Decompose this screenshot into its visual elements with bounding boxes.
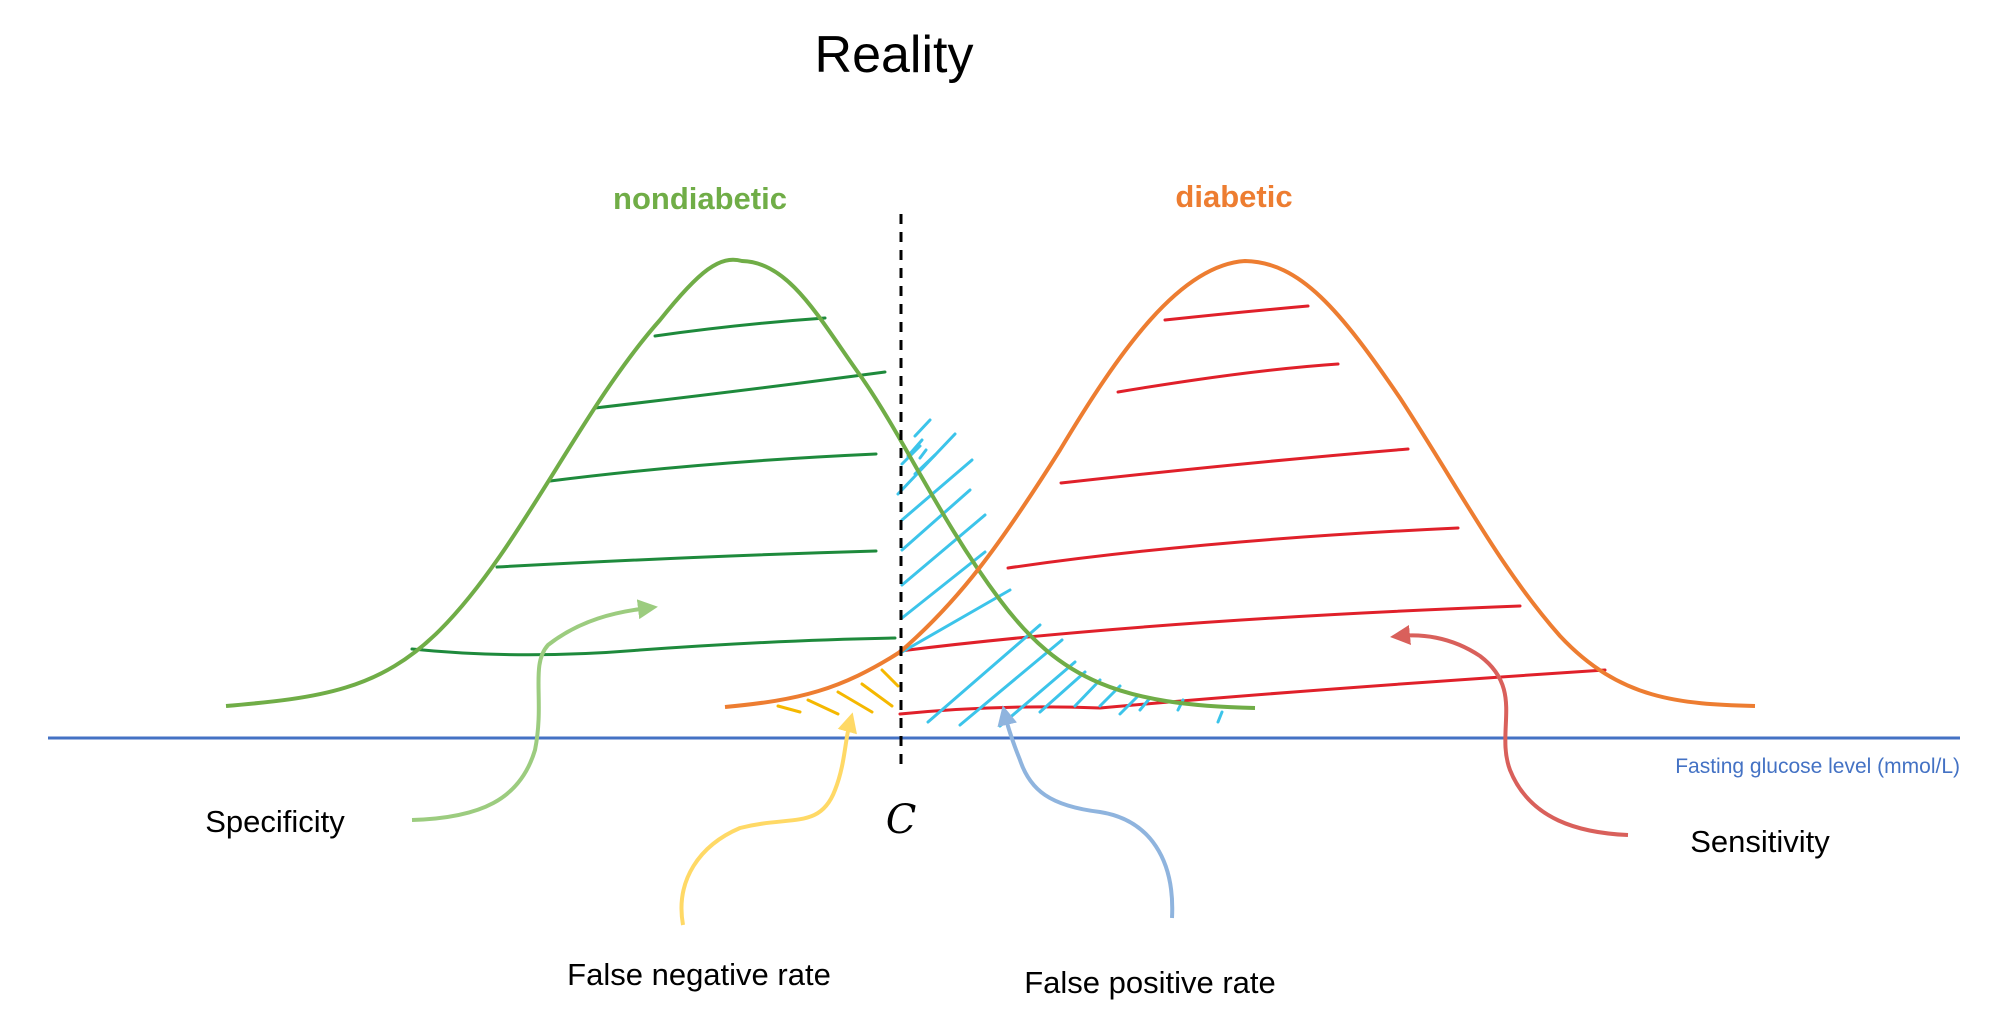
sensitivity-arrow [1390,625,1629,837]
nondiabetic-curve [225,257,1256,710]
false-negative-hatch [776,668,900,716]
x-axis-label: Fasting glucose level (mmol/L) [1675,755,1960,778]
diabetic-label: diabetic [1175,179,1292,214]
diagram-title: Reality [815,26,974,84]
false-positive-hatch [896,418,1224,728]
false-negative-label: False negative rate [567,957,831,992]
nondiabetic-label: nondiabetic [613,181,787,216]
sensitivity-label: Sensitivity [1690,824,1830,859]
specificity-hatch [410,316,897,657]
diabetic-curve [724,258,1756,709]
false-negative-arrow [679,712,857,926]
false-positive-label: False positive rate [1024,965,1276,1000]
specificity-label: Specificity [205,804,345,839]
specificity-arrow [411,599,658,822]
threshold-label: C [886,797,917,843]
false-positive-arrow [997,705,1175,919]
